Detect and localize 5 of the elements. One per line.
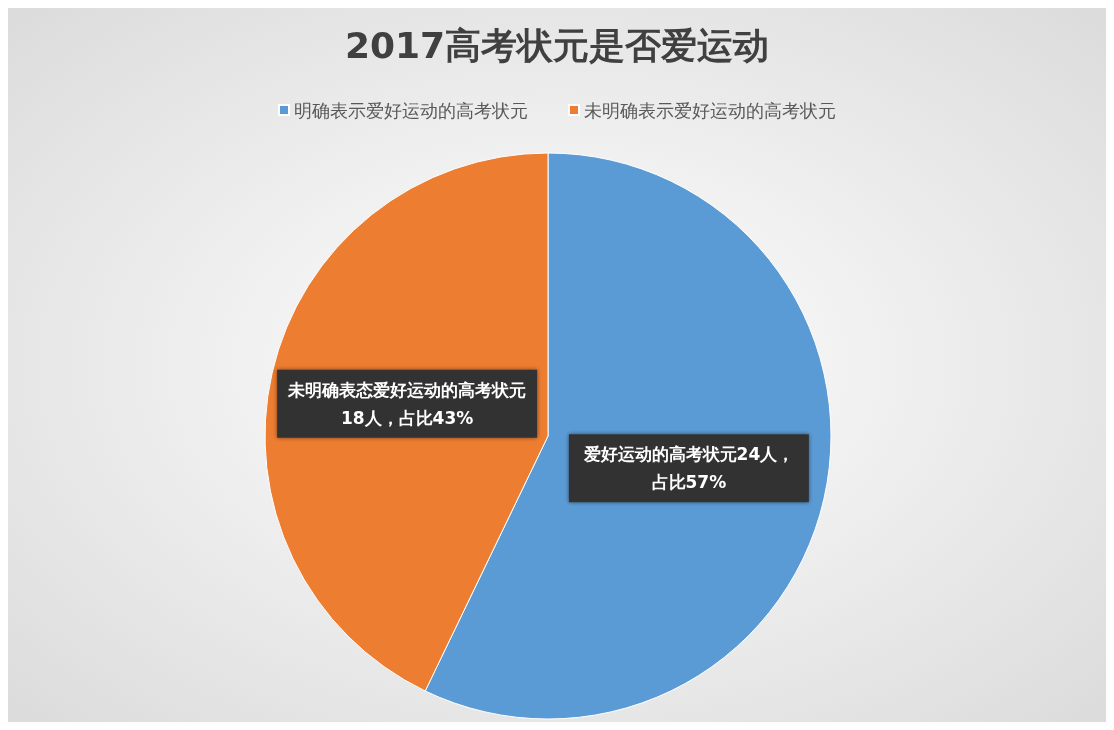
chart-title: 2017高考状元是否爱运动 (344, 24, 770, 66)
legend-label: 明确表示爱好运动的高考状元 (294, 99, 528, 121)
data-label: 未明确表态爱好运动的高考状元18人，占比43% (287, 379, 527, 428)
data-label: 爱好运动的高考状元24人，占比57% (582, 444, 795, 493)
legend-label: 未明确表示爱好运动的高考状元 (584, 99, 836, 121)
